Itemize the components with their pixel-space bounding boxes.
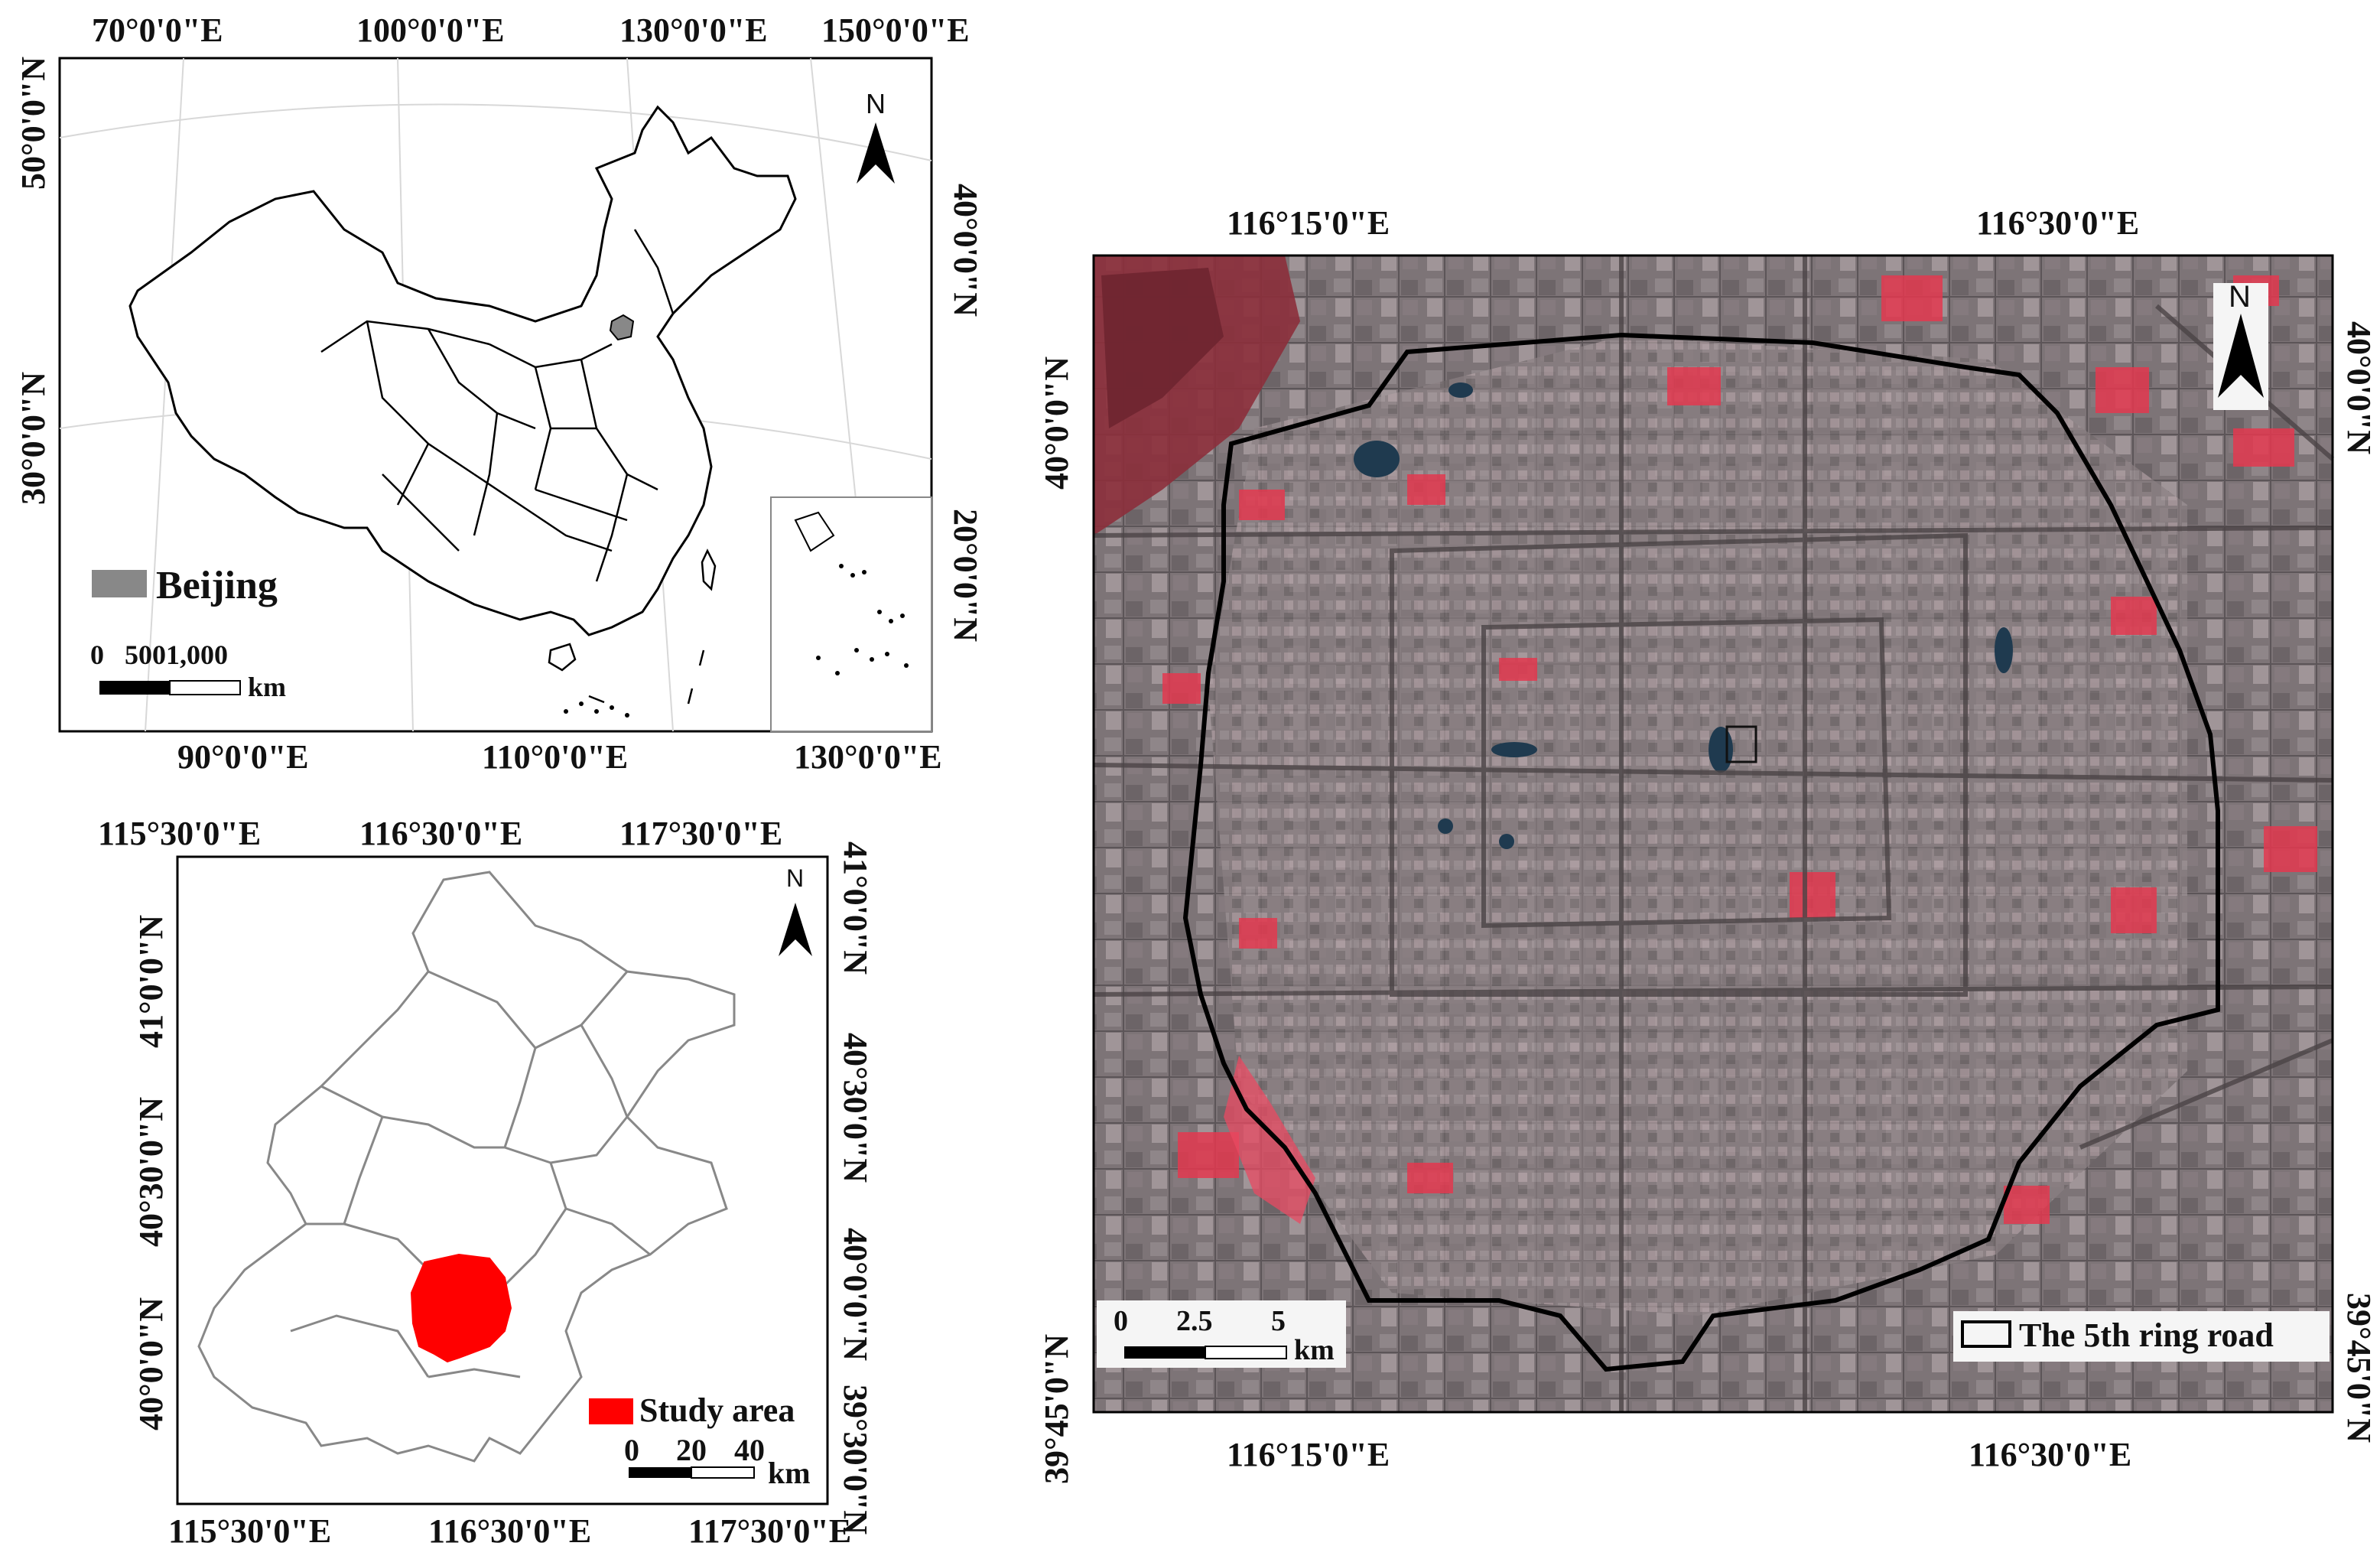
china-top-label-2: 100°0'0"E (356, 11, 505, 49)
satellite-scale-label-5: 5 (1271, 1305, 1286, 1337)
china-map-drawing (58, 57, 933, 733)
china-bottom-label-3: 130°0'0"E (794, 738, 942, 776)
satellite-image (1092, 254, 2334, 1414)
satellite-scale-label-2-5: 2.5 (1176, 1305, 1213, 1337)
study-area-shape (410, 1253, 512, 1363)
beijing-scale-label-0: 0 (624, 1433, 639, 1467)
china-bottom-label-2: 110°0'0"E (482, 738, 629, 776)
china-scale-labels: 0 5001,000 (90, 640, 228, 670)
beijing-scale-label-20: 20 (676, 1433, 707, 1467)
beijing-top-label-2: 116°30'0"E (359, 815, 523, 852)
china-bottom-label-1: 90°0'0"E (177, 738, 309, 776)
china-top-label-4: 150°0'0"E (821, 11, 970, 49)
beijing-north-arrow (779, 903, 812, 956)
satellite-scale-label-0: 0 (1114, 1305, 1128, 1337)
beijing-map-drawing (176, 855, 829, 1505)
beijing-top-label-1: 115°30'0"E (98, 815, 262, 852)
china-north-arrow (857, 122, 895, 184)
beijing-scale-unit: km (768, 1456, 811, 1490)
satellite-north-arrow (2218, 314, 2264, 398)
fifth-ring-road (1182, 332, 2220, 1372)
china-top-label-1: 70°0'0"E (92, 11, 223, 49)
beijing-top-label-3: 117°30'0"E (619, 815, 783, 852)
china-scale-unit: km (248, 672, 287, 702)
beijing-scale-label-40: 40 (734, 1433, 765, 1467)
beijing-bottom-label-3: 117°30'0"E (688, 1512, 852, 1550)
china-north-label: N (866, 88, 886, 119)
beijing-bottom-label-1: 115°30'0"E (168, 1512, 332, 1550)
china-outline (128, 105, 797, 636)
beijing-map-panel: 115°30'0"E 116°30'0"E 117°30'0"E 41°0'0"… (0, 796, 918, 1559)
beijing-marker (609, 314, 635, 341)
satellite-bottom-label-1: 116°15'0"E (1227, 1436, 1390, 1473)
china-map-panel: 70°0'0"E 100°0'0"E 130°0'0"E 150°0'0"E 5… (0, 0, 994, 788)
beijing-outline (197, 871, 736, 1463)
satellite-map-panel: 116°15'0"E 116°30'0"E 40°0'0"N 39°45'0"N… (1010, 0, 2380, 1559)
satellite-bottom-label-2: 116°30'0"E (1969, 1436, 2132, 1473)
beijing-north-label: N (786, 864, 805, 892)
beijing-bottom-label-2: 116°30'0"E (428, 1512, 592, 1550)
satellite-scale-unit: km (1294, 1334, 1335, 1366)
beijing-legend-label: Study area (639, 1391, 795, 1429)
china-legend-label: Beijing (156, 564, 278, 607)
china-top-label-3: 130°0'0"E (619, 11, 768, 49)
satellite-north-label: N (2229, 280, 2251, 314)
satellite-top-label-2: 116°30'0"E (1976, 204, 2140, 242)
satellite-top-label-1: 116°15'0"E (1227, 204, 1390, 242)
satellite-legend-label: The 5th ring road (2019, 1317, 2274, 1354)
